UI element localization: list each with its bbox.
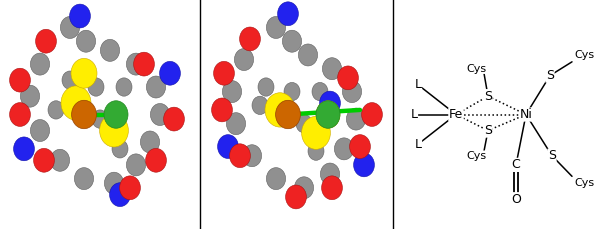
- Text: S: S: [548, 149, 556, 162]
- Circle shape: [151, 104, 170, 125]
- Circle shape: [71, 100, 97, 129]
- Circle shape: [316, 101, 340, 128]
- Circle shape: [119, 176, 140, 200]
- Text: S: S: [484, 124, 492, 137]
- Circle shape: [104, 172, 124, 194]
- Circle shape: [275, 100, 301, 129]
- Circle shape: [350, 135, 370, 158]
- Circle shape: [134, 52, 154, 76]
- Circle shape: [265, 93, 295, 127]
- Circle shape: [20, 85, 40, 107]
- Circle shape: [322, 58, 341, 80]
- Text: Cys: Cys: [466, 151, 486, 161]
- Circle shape: [252, 96, 268, 114]
- Circle shape: [35, 29, 56, 53]
- Circle shape: [146, 148, 166, 172]
- Circle shape: [31, 53, 50, 75]
- Text: Cys: Cys: [574, 50, 594, 60]
- Circle shape: [160, 61, 181, 85]
- Circle shape: [10, 68, 31, 92]
- Circle shape: [312, 82, 328, 101]
- Circle shape: [283, 30, 302, 52]
- Circle shape: [239, 27, 260, 51]
- Circle shape: [92, 110, 108, 128]
- Circle shape: [362, 103, 382, 126]
- Text: Ni: Ni: [520, 108, 532, 121]
- Text: S: S: [484, 90, 492, 103]
- Circle shape: [61, 16, 80, 38]
- Circle shape: [334, 138, 353, 160]
- Text: S: S: [546, 69, 554, 82]
- Circle shape: [235, 49, 254, 71]
- Circle shape: [296, 114, 312, 133]
- Circle shape: [88, 78, 104, 96]
- Circle shape: [295, 177, 314, 199]
- Circle shape: [140, 131, 160, 153]
- Text: O: O: [511, 193, 521, 206]
- Circle shape: [266, 16, 286, 38]
- Circle shape: [298, 44, 317, 66]
- Circle shape: [74, 168, 94, 190]
- Circle shape: [266, 168, 286, 190]
- Text: C: C: [512, 158, 520, 171]
- Circle shape: [50, 149, 70, 171]
- Text: L: L: [410, 108, 418, 121]
- Text: Cys: Cys: [574, 178, 594, 188]
- Circle shape: [127, 154, 146, 176]
- Circle shape: [346, 108, 365, 130]
- Circle shape: [110, 183, 130, 207]
- Circle shape: [76, 30, 95, 52]
- Circle shape: [322, 176, 343, 200]
- Circle shape: [116, 78, 132, 96]
- Circle shape: [353, 153, 374, 177]
- Circle shape: [226, 113, 245, 135]
- Circle shape: [104, 101, 128, 128]
- Circle shape: [316, 101, 340, 128]
- Circle shape: [242, 145, 262, 167]
- Circle shape: [302, 116, 331, 149]
- Circle shape: [146, 76, 166, 98]
- Text: Fe: Fe: [449, 108, 463, 121]
- Circle shape: [218, 135, 238, 158]
- Circle shape: [343, 81, 362, 103]
- Text: L: L: [415, 78, 421, 91]
- Circle shape: [48, 101, 64, 119]
- Circle shape: [223, 81, 242, 103]
- Circle shape: [10, 103, 31, 126]
- Circle shape: [31, 120, 50, 142]
- Circle shape: [230, 144, 250, 168]
- Circle shape: [212, 98, 232, 122]
- Circle shape: [62, 71, 78, 89]
- Circle shape: [100, 114, 128, 147]
- Circle shape: [71, 58, 97, 88]
- Circle shape: [70, 4, 91, 28]
- Circle shape: [127, 53, 146, 75]
- Circle shape: [338, 66, 358, 90]
- Circle shape: [164, 107, 184, 131]
- Circle shape: [278, 2, 298, 26]
- Circle shape: [284, 82, 300, 101]
- Circle shape: [320, 163, 340, 185]
- Circle shape: [308, 142, 324, 160]
- Circle shape: [286, 185, 307, 209]
- Circle shape: [258, 78, 274, 96]
- Circle shape: [214, 61, 235, 85]
- Circle shape: [34, 148, 55, 172]
- Text: L: L: [415, 138, 421, 151]
- Circle shape: [100, 39, 119, 61]
- Circle shape: [112, 140, 128, 158]
- Text: Cys: Cys: [466, 64, 486, 74]
- Circle shape: [61, 86, 91, 120]
- Circle shape: [320, 91, 340, 115]
- Circle shape: [14, 137, 34, 161]
